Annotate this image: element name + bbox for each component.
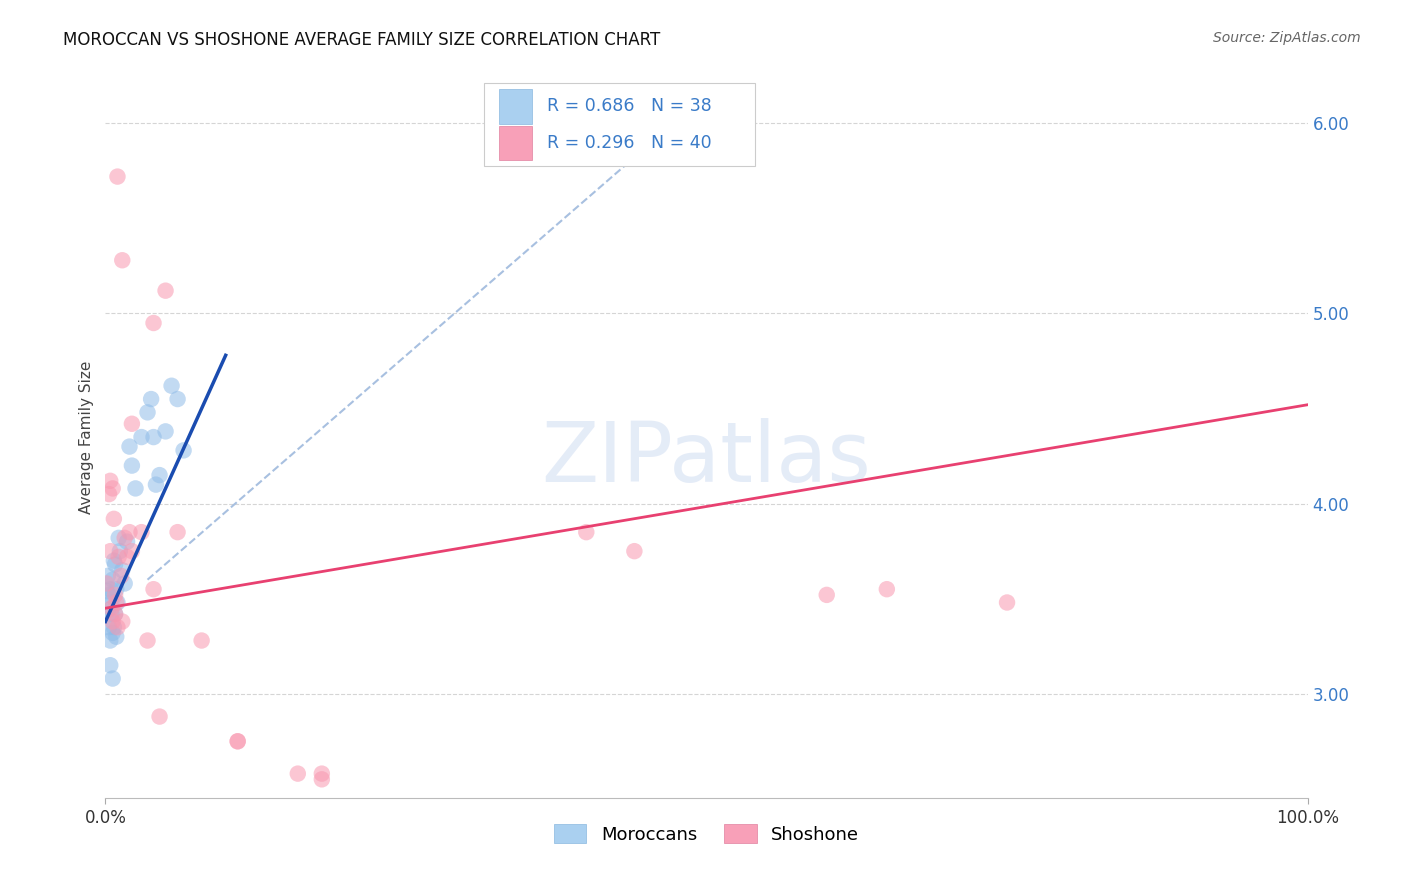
FancyBboxPatch shape [499,126,533,161]
Point [311,766,333,780]
Point [166,392,188,406]
Point [100,595,122,609]
Point [98,474,121,488]
Point [98,588,121,602]
Point [226,734,249,748]
Point [107,620,129,634]
Point [287,766,309,780]
Y-axis label: Average Family Size: Average Family Size [79,360,94,514]
Point [121,458,143,473]
Text: Source: ZipAtlas.com: Source: ZipAtlas.com [1213,31,1361,45]
Point [118,440,141,454]
Point [136,633,159,648]
Point [98,582,121,597]
Point [104,558,127,572]
Point [98,487,121,501]
Point [103,554,125,568]
Point [110,569,132,583]
FancyBboxPatch shape [484,83,755,166]
Point [121,544,143,558]
Point [623,544,645,558]
Point [101,573,124,587]
Text: MOROCCAN VS SHOSHONE AVERAGE FAMILY SIZE CORRELATION CHART: MOROCCAN VS SHOSHONE AVERAGE FAMILY SIZE… [63,31,661,49]
Point [136,405,159,419]
Point [121,417,143,431]
Point [142,316,165,330]
Point [104,588,127,602]
Point [111,615,134,629]
Text: ZIPatlas: ZIPatlas [541,418,872,500]
Point [101,482,124,496]
Text: R = 0.686   N = 38: R = 0.686 N = 38 [547,97,711,115]
Point [148,709,170,723]
Point [142,430,165,444]
Point [111,563,134,577]
Point [160,378,183,392]
Point [108,544,131,558]
Point [96,584,118,599]
Text: R = 0.296   N = 40: R = 0.296 N = 40 [547,134,711,152]
Point [98,620,121,634]
Point [105,582,128,597]
Point [115,534,138,549]
Point [139,392,162,406]
Point [155,425,177,439]
Point [98,544,121,558]
Point [96,576,118,591]
Point [148,468,170,483]
Point [98,633,121,648]
Point [114,531,136,545]
Point [131,525,153,540]
Point [111,253,134,268]
Point [105,595,128,609]
Point [155,284,177,298]
Point [107,169,129,184]
Point [114,576,136,591]
Point [100,607,122,621]
Point [115,549,138,564]
Point [97,569,120,583]
Point [575,525,598,540]
Point [173,443,195,458]
Point [104,607,127,621]
Legend: Moroccans, Shoshone: Moroccans, Shoshone [547,817,866,851]
Point [97,603,120,617]
Point [311,772,333,787]
Point [107,595,129,609]
Point [101,615,124,629]
Point [876,582,898,597]
Point [98,658,121,673]
Point [118,525,141,540]
Point [226,734,249,748]
Point [107,549,129,564]
Point [190,633,212,648]
Point [105,630,128,644]
Point [145,477,167,491]
Point [103,620,125,634]
Point [995,595,1018,609]
Point [166,525,188,540]
Point [100,601,122,615]
Point [142,582,165,597]
Point [107,531,129,545]
Point [101,626,124,640]
Point [131,430,153,444]
Point [101,672,124,686]
FancyBboxPatch shape [499,89,533,124]
Point [103,512,125,526]
Point [104,607,127,621]
Point [815,588,838,602]
Point [124,482,146,496]
